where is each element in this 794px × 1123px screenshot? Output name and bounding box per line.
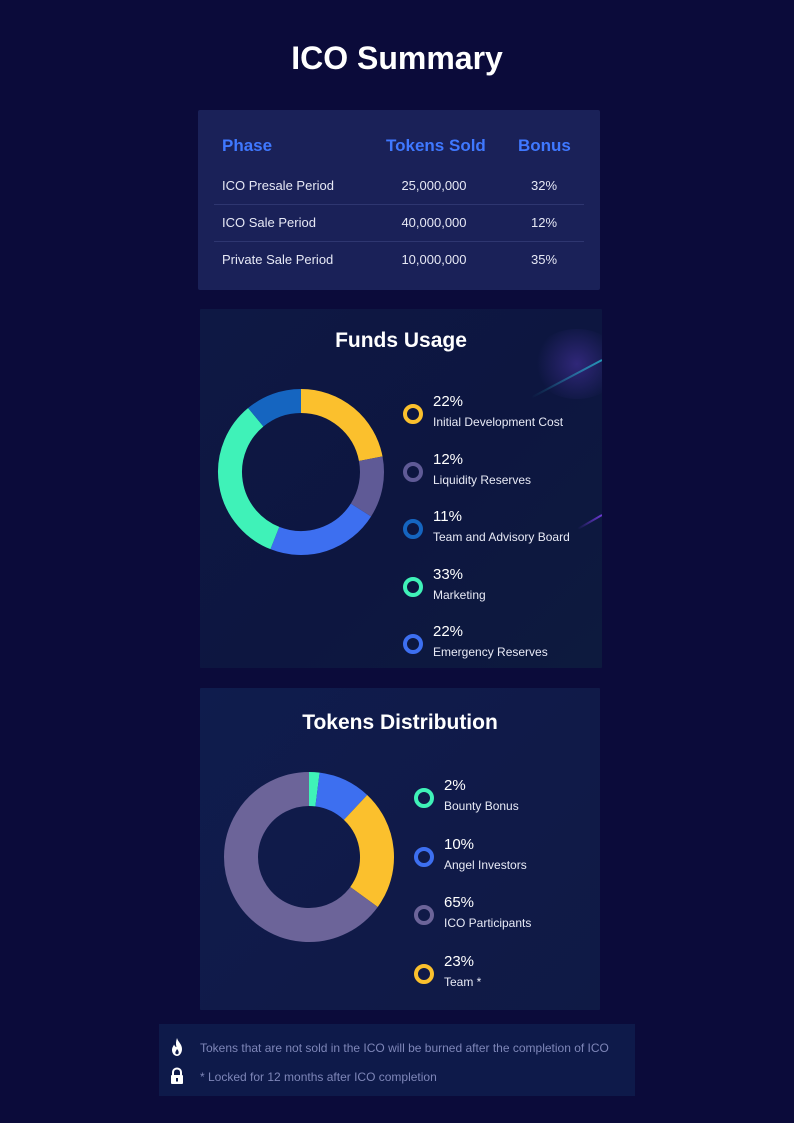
legend-ring-icon xyxy=(403,634,423,654)
table-row: ICO Presale Period 25,000,000 32% xyxy=(214,167,584,205)
table-row: Private Sale Period 10,000,000 35% xyxy=(214,241,584,278)
donut-slice-ico-participants xyxy=(224,772,378,942)
donut-slice-angel-investors xyxy=(314,772,368,821)
legend-label: Initial Development Cost xyxy=(433,415,564,429)
footnotes: Tokens that are not sold in the ICO will… xyxy=(159,1024,635,1096)
donut-slice-initial-development-cost xyxy=(300,389,383,462)
legend-ring-icon xyxy=(414,905,434,925)
legend-label: Liquidity Reserves xyxy=(433,472,532,487)
legend-label: Marketing xyxy=(433,587,486,602)
column-header-bonus: Bonus xyxy=(518,136,571,155)
legend-percent: 65% xyxy=(444,894,475,911)
legend-percent: 12% xyxy=(433,450,464,468)
lock-icon xyxy=(171,1067,183,1084)
legend-label: Bounty Bonus xyxy=(444,799,519,813)
legend-percent: 23% xyxy=(444,952,475,970)
donut-slice-marketing xyxy=(218,408,280,550)
funds-usage-donut-chart xyxy=(218,389,384,555)
legend-ring-icon xyxy=(403,461,423,482)
legend-label: Emergency Reserves xyxy=(433,645,548,659)
legend-ring-icon xyxy=(403,576,423,597)
legend-ring-icon xyxy=(403,404,423,424)
legend-label: Angel Investors xyxy=(444,857,527,872)
table-row: ICO Sale Period 40,000,000 12% xyxy=(214,204,584,242)
tokens-sold: 40,000,000 xyxy=(401,215,467,230)
column-header-tokens-sold: Tokens Sold xyxy=(386,136,486,155)
tokens-distribution-donut-chart xyxy=(224,772,394,942)
tokens-sold: 25,000,000 xyxy=(401,178,467,193)
tokens-sold: 10,000,000 xyxy=(401,252,467,267)
legend-ring-icon xyxy=(414,846,434,867)
page-title: ICO Summary xyxy=(291,40,503,76)
tokens-distribution-card: Tokens Distribution 2% Bounty Bonus 10% Ang… xyxy=(200,688,600,1010)
legend-percent: 33% xyxy=(433,565,464,583)
legend-ring-icon xyxy=(414,788,434,808)
column-header-phase: Phase xyxy=(222,136,273,155)
legend-label: ICO Participants xyxy=(444,916,532,930)
donut-slice-bounty-bonus xyxy=(308,772,320,807)
legend-percent: 22% xyxy=(433,623,464,640)
legend-label: Team and Advisory Board xyxy=(433,530,570,544)
legend-percent: 11% xyxy=(433,508,462,525)
donut-slice-liquidity-reserves xyxy=(350,456,384,517)
phase-name: Private Sale Period xyxy=(222,252,334,267)
burn-note-text: Tokens that are not sold in the ICO will… xyxy=(200,1041,609,1055)
decorative-streak xyxy=(577,514,602,530)
legend-percent: 2% xyxy=(444,777,466,794)
legend-percent: 10% xyxy=(444,835,475,853)
legend-ring-icon xyxy=(403,519,423,539)
legend-percent: 22% xyxy=(433,393,464,410)
donut-slice-team xyxy=(343,795,394,907)
funds-usage-card: Funds Usage 22% Initial Development Cost 1… xyxy=(200,309,602,668)
tokens-distribution-title: Tokens Distribution xyxy=(302,711,498,734)
legend-label: Team * xyxy=(444,974,482,989)
phase-table: Phase Tokens Sold Bonus ICO Presale Peri… xyxy=(198,110,600,290)
bonus: 32% xyxy=(530,178,558,193)
bonus: 35% xyxy=(530,252,558,267)
fire-icon xyxy=(172,1038,182,1056)
donut-slice-emergency-reserves xyxy=(270,503,372,555)
legend-ring-icon xyxy=(414,963,434,984)
phase-name: ICO Sale Period xyxy=(222,215,316,230)
bonus: 12% xyxy=(530,215,558,230)
funds-usage-title: Funds Usage xyxy=(335,329,467,352)
donut-slice-team-and-advisory-board xyxy=(248,389,302,427)
phase-name: ICO Presale Period xyxy=(222,178,334,193)
lock-note-text: * Locked for 12 months after ICO complet… xyxy=(200,1070,437,1084)
